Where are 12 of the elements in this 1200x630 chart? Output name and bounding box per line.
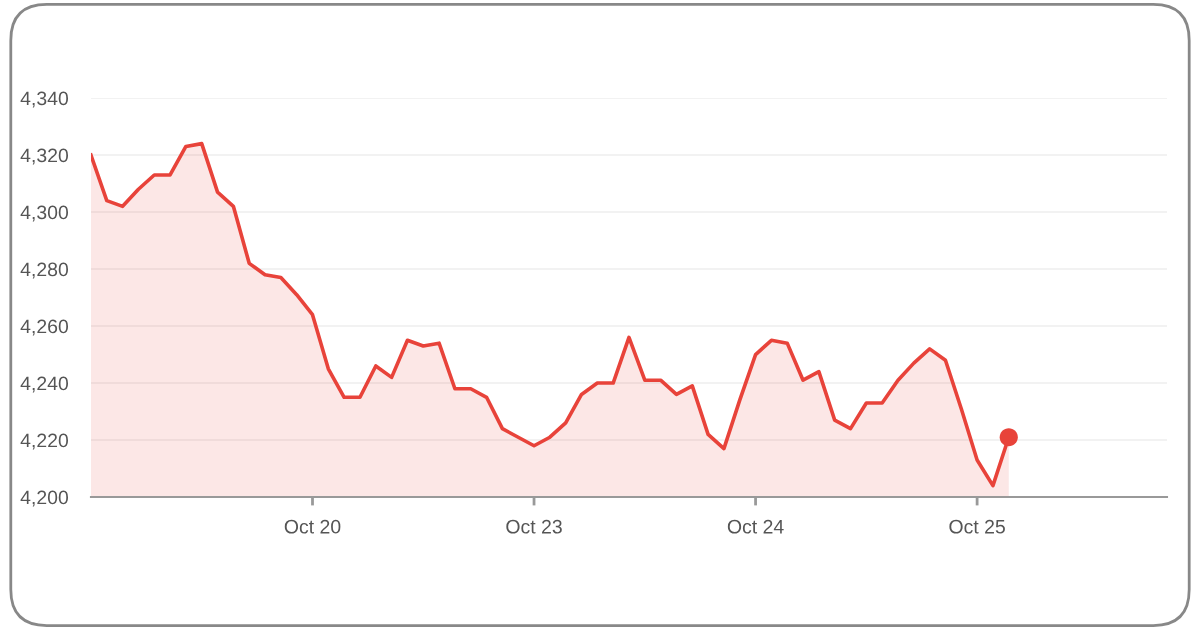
y-tick-label: 4,340: [20, 91, 69, 108]
y-tick-label: 4,200: [20, 490, 69, 507]
y-tick-label: 4,280: [20, 262, 69, 279]
x-tick-label: Oct 20: [284, 519, 341, 534]
x-tick-label: Oct 25: [949, 519, 1005, 534]
y-tick-label: 4,220: [20, 433, 69, 450]
x-tick-label: Oct 24: [727, 519, 784, 534]
y-tick-label: 4,320: [20, 148, 69, 165]
y-tick-label: 4,260: [20, 319, 69, 336]
y-tick-label: 4,300: [20, 205, 69, 222]
y-tick-label: 4,240: [20, 376, 69, 393]
x-tick-label: Oct 23: [506, 519, 562, 534]
